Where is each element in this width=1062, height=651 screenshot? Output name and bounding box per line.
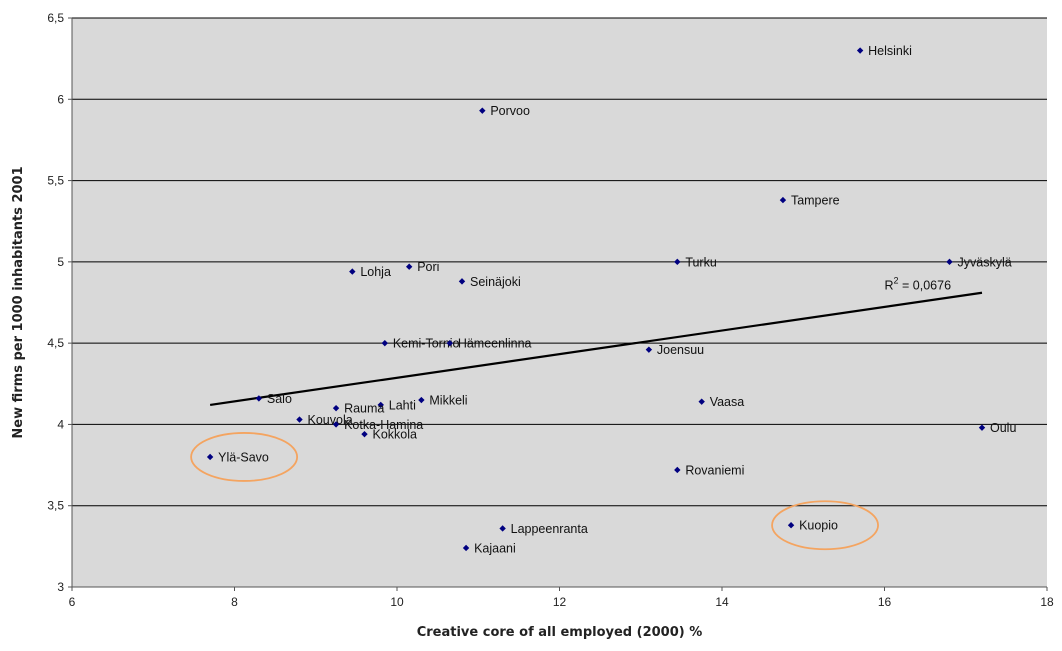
point-marker-kuopio (787, 522, 795, 529)
r-squared-label: R2 = 0,0676 (885, 275, 952, 292)
point-marker-kemi-tornio (381, 339, 389, 347)
x-axis-ticks: 6 8 10 12 14 16 18 (69, 587, 1054, 609)
point-marker-lahti (377, 401, 384, 409)
point-marker-tampere (779, 196, 787, 204)
point-label-lappeenranta: Lappeenranta (511, 522, 588, 536)
point-label-vaasa: Vaasa (710, 395, 745, 409)
point-marker-kotka-hamina (332, 421, 340, 428)
point-marker-rovaniemi (674, 466, 681, 474)
point-marker-oulu (978, 424, 986, 431)
point-label-pori: Pori (417, 260, 439, 274)
point-marker-turku (674, 258, 681, 266)
y-tick-label: 3 (57, 580, 64, 594)
trendline (209, 291, 983, 407)
point-marker-porvoo (479, 107, 486, 114)
y-tick-label: 5,5 (47, 174, 64, 188)
point-marker-pori (405, 263, 413, 270)
highlight-ellipse-kuopio (771, 500, 879, 551)
point-marker-kouvola (296, 416, 303, 423)
point-marker-kokkola (361, 430, 368, 438)
point-label-jyv-skyl-: Jyväskylä (958, 255, 1012, 269)
gridlines (72, 17, 1047, 507)
point-label-porvoo: Porvoo (490, 104, 530, 118)
point-marker-h-meenlinna (446, 339, 454, 347)
point-marker-yl-savo (206, 453, 214, 461)
data-points: Helsinki Porvoo Tampere Turku Jyväskylä Pori L… (206, 44, 1016, 555)
x-tick-label: 14 (715, 595, 729, 609)
y-tick-label: 4,5 (47, 336, 64, 350)
x-tick-label: 12 (553, 595, 567, 609)
point-label-rovaniemi: Rovaniemi (685, 463, 744, 477)
point-label-yl-savo: Ylä-Savo (218, 450, 269, 464)
point-label-kuopio: Kuopio (799, 519, 838, 533)
point-label-tampere: Tampere (791, 194, 840, 208)
y-tick-label: 4 (57, 417, 64, 431)
point-label-kajaani: Kajaani (474, 541, 516, 555)
point-marker-sein-joki (458, 278, 466, 285)
x-axis-title: Creative core of all employed (2000) % (417, 625, 703, 640)
point-marker-mikkeli (418, 396, 425, 404)
point-marker-jyv-skyl- (946, 258, 953, 266)
point-label-kotka-hamina: Kotka-Hamina (344, 418, 423, 432)
point-label-turku: Turku (685, 255, 717, 269)
y-tick-label: 3,5 (47, 499, 64, 513)
point-label-lohja: Lohja (360, 265, 391, 279)
y-tick-label: 6,5 (47, 11, 64, 25)
point-label-kemi-tornio: Kemi-Tornio (393, 337, 460, 351)
highlight-ellipse-yl-savo (190, 432, 299, 482)
y-axis-ticks: 3 3,5 4 4,5 5 5,5 6 6,5 (47, 11, 72, 594)
r2-superscript: 2 (894, 275, 899, 285)
x-tick-label: 10 (390, 595, 404, 609)
plot-area (72, 18, 1047, 587)
point-marker-vaasa (698, 398, 705, 405)
x-tick-label: 8 (231, 595, 238, 609)
point-label-oulu: Oulu (990, 421, 1016, 435)
point-marker-lappeenranta (499, 525, 506, 532)
point-label-lahti: Lahti (389, 398, 416, 412)
point-label-mikkeli: Mikkeli (429, 394, 467, 408)
r2-value: = 0,0676 (899, 278, 952, 292)
point-marker-salo (255, 395, 263, 402)
point-marker-lohja (349, 268, 356, 275)
highlight-ellipses (190, 432, 879, 551)
point-label-h-meenlinna: Hämeenlinna (458, 337, 532, 351)
point-label-kokkola: Kokkola (373, 428, 418, 442)
point-marker-joensuu (645, 346, 653, 353)
y-axis-title: New firms per 1000 inhabitants 2001 (11, 166, 26, 438)
point-marker-helsinki (856, 47, 864, 54)
point-label-kouvola: Kouvola (308, 413, 353, 427)
trendline-group (209, 291, 983, 407)
y-tick-label: 5 (57, 255, 64, 269)
point-marker-rauma (332, 404, 340, 412)
x-tick-label: 18 (1040, 595, 1054, 609)
point-marker-kajaani (462, 544, 470, 552)
point-label-helsinki: Helsinki (868, 44, 912, 58)
r2-base: R (885, 278, 894, 292)
x-tick-label: 6 (69, 595, 76, 609)
y-tick-label: 6 (57, 92, 64, 106)
point-label-joensuu: Joensuu (657, 343, 704, 357)
point-label-salo: Salo (267, 392, 292, 406)
x-tick-label: 16 (878, 595, 892, 609)
point-label-sein-joki: Seinäjoki (470, 275, 521, 289)
point-label-rauma: Rauma (344, 402, 384, 416)
